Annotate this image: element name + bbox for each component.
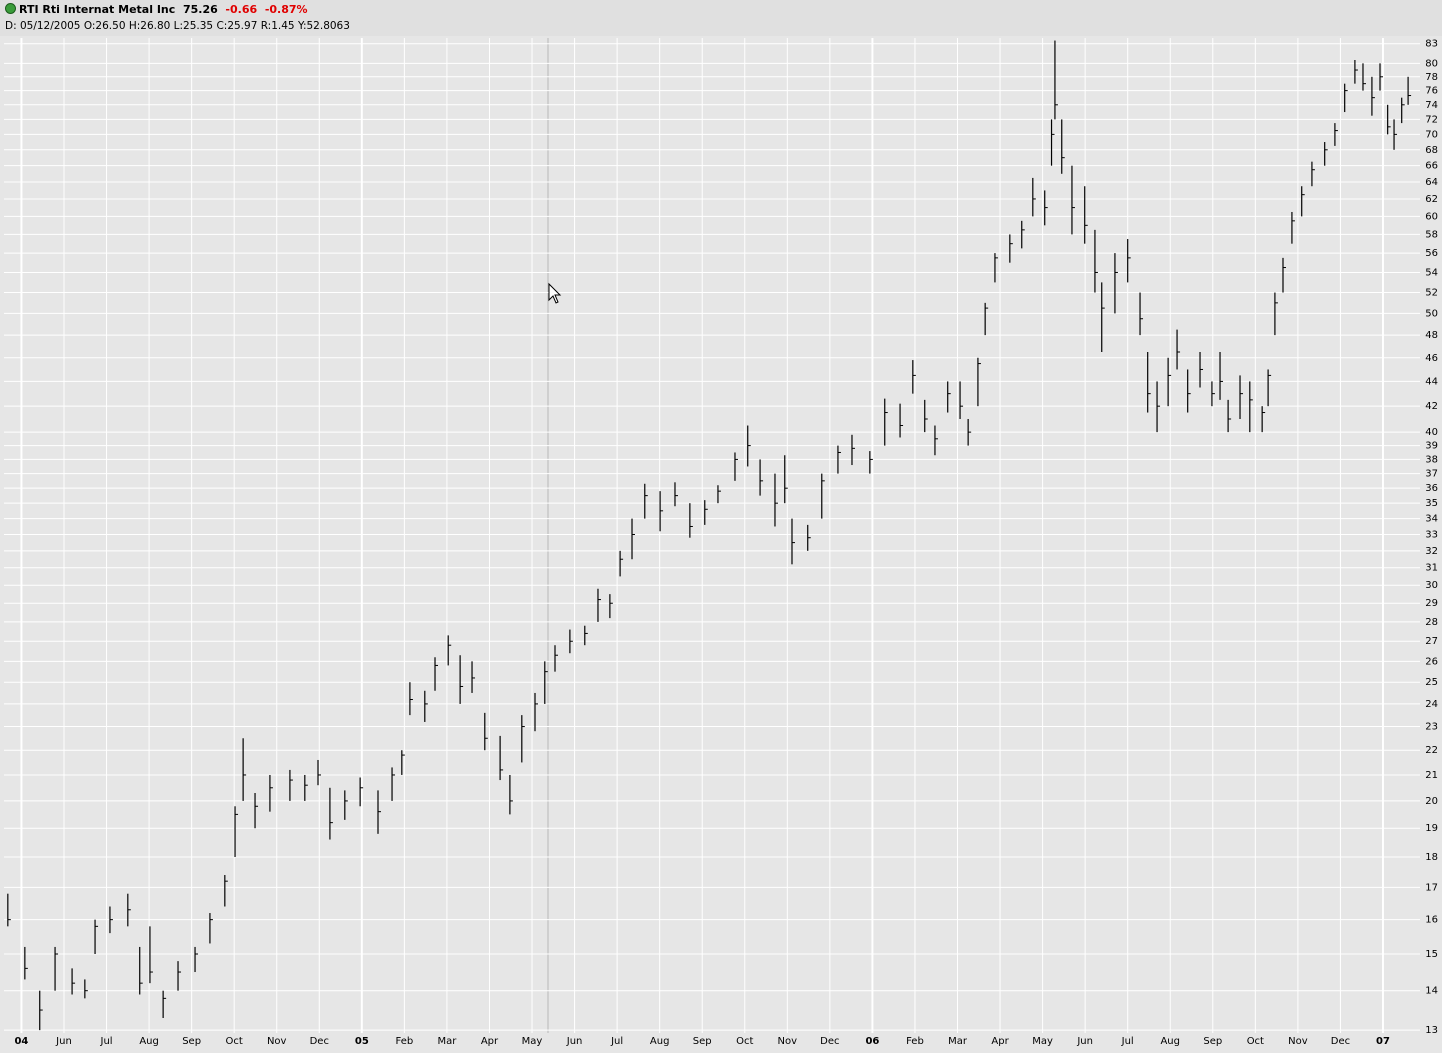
y-tick-label: 31 — [1425, 563, 1438, 574]
y-tick-label: 39 — [1425, 441, 1438, 452]
x-tick-label: Apr — [481, 1036, 499, 1047]
x-tick-label: Dec — [310, 1036, 329, 1047]
change-percent: -0.87% — [264, 3, 308, 16]
y-tick-label: 32 — [1425, 546, 1438, 557]
y-tick-label: 48 — [1425, 330, 1438, 341]
y-tick-label: 27 — [1425, 636, 1438, 647]
y-tick-label: 74 — [1425, 100, 1438, 111]
y-tick-label: 28 — [1425, 617, 1438, 628]
x-tick-label: Jul — [1121, 1036, 1134, 1047]
x-tick-label: Sep — [182, 1036, 201, 1047]
y-tick-label: 26 — [1425, 656, 1438, 667]
x-tick-label: Jul — [610, 1036, 623, 1047]
y-tick-label: 20 — [1425, 796, 1438, 807]
y-tick-label: 36 — [1425, 483, 1438, 494]
y-tick-label: 30 — [1425, 580, 1438, 591]
mouse-cursor — [548, 282, 562, 304]
y-tick-label: 21 — [1425, 770, 1438, 781]
y-tick-label: 80 — [1425, 58, 1438, 69]
x-tick-label: Jun — [566, 1036, 583, 1047]
y-tick-label: 34 — [1425, 514, 1438, 525]
y-tick-label: 14 — [1425, 986, 1438, 997]
y-tick-label: 66 — [1425, 161, 1438, 172]
y-tick-label: 64 — [1425, 177, 1438, 188]
x-tick-label: Sep — [693, 1036, 712, 1047]
header: RTI Rti Internat Metal Inc 75.26 -0.66 -… — [0, 0, 1442, 36]
x-tick-label: Mar — [437, 1036, 457, 1047]
y-tick-label: 35 — [1425, 498, 1438, 509]
y-tick-label: 72 — [1425, 114, 1438, 125]
x-tick-label: Jul — [100, 1036, 113, 1047]
x-tick-label: Feb — [396, 1036, 414, 1047]
y-tick-label: 60 — [1425, 211, 1438, 222]
y-tick-label: 37 — [1425, 469, 1438, 480]
y-tick-label: 40 — [1425, 427, 1438, 438]
x-tick-label: 07 — [1376, 1036, 1390, 1047]
y-tick-label: 33 — [1425, 529, 1438, 540]
x-tick-label: 06 — [865, 1036, 879, 1047]
y-tick-label: 62 — [1425, 194, 1438, 205]
x-tick-label: Mar — [948, 1036, 968, 1047]
change: -0.66 — [225, 3, 258, 16]
y-tick-label: 76 — [1425, 86, 1438, 97]
status-icon — [5, 3, 16, 14]
x-tick-label: 05 — [355, 1036, 369, 1047]
y-tick-label: 23 — [1425, 722, 1438, 733]
x-tick-label: Oct — [226, 1036, 243, 1047]
y-tick-label: 52 — [1425, 288, 1438, 299]
x-tick-label: Dec — [1331, 1036, 1350, 1047]
x-tick-label: Sep — [1203, 1036, 1222, 1047]
bar-info: D: 05/12/2005 O:26.50 H:26.80 L:25.35 C:… — [5, 20, 350, 32]
y-tick-label: 50 — [1425, 308, 1438, 319]
y-tick-label: 56 — [1425, 248, 1438, 259]
x-tick-label: Nov — [267, 1036, 287, 1047]
y-tick-label: 54 — [1425, 267, 1438, 278]
y-tick-label: 44 — [1425, 376, 1438, 387]
x-tick-label: Aug — [1160, 1036, 1180, 1047]
x-tick-label: Nov — [778, 1036, 798, 1047]
x-tick-label: Dec — [820, 1036, 839, 1047]
y-tick-label: 78 — [1425, 72, 1438, 83]
y-tick-label: 42 — [1425, 401, 1438, 412]
y-tick-label: 25 — [1425, 677, 1438, 688]
y-tick-label: 68 — [1425, 145, 1438, 156]
x-tick-label: Apr — [991, 1036, 1009, 1047]
y-tick-label: 70 — [1425, 129, 1438, 140]
x-tick-label: 04 — [14, 1036, 28, 1047]
y-tick-label: 24 — [1425, 699, 1438, 710]
x-tick-label: Nov — [1288, 1036, 1308, 1047]
x-tick-label: Aug — [139, 1036, 159, 1047]
y-tick-label: 58 — [1425, 229, 1438, 240]
y-tick-label: 38 — [1425, 454, 1438, 465]
y-tick-label: 15 — [1425, 949, 1438, 960]
y-tick-label: 18 — [1425, 852, 1438, 863]
x-tick-label: Aug — [650, 1036, 670, 1047]
y-tick-label: 22 — [1425, 745, 1438, 756]
y-tick-label: 13 — [1425, 1025, 1438, 1036]
symbol: RTI Rti Internat Metal Inc — [19, 3, 176, 16]
y-tick-label: 19 — [1425, 823, 1438, 834]
x-tick-label: Oct — [1247, 1036, 1264, 1047]
x-tick-label: May — [522, 1036, 543, 1047]
y-tick-label: 83 — [1425, 39, 1438, 50]
y-tick-label: 46 — [1425, 353, 1438, 364]
x-tick-label: Jun — [1076, 1036, 1093, 1047]
y-tick-label: 29 — [1425, 598, 1438, 609]
x-tick-label: May — [1032, 1036, 1053, 1047]
x-tick-label: Feb — [906, 1036, 924, 1047]
x-tick-label: Oct — [736, 1036, 753, 1047]
quote-line: RTI Rti Internat Metal Inc 75.26 -0.66 -… — [5, 3, 308, 16]
y-tick-label: 17 — [1425, 882, 1438, 893]
last-price: 75.26 — [182, 3, 218, 16]
y-tick-label: 16 — [1425, 915, 1438, 926]
plot-area — [4, 38, 1420, 1033]
x-tick-label: Jun — [55, 1036, 72, 1047]
